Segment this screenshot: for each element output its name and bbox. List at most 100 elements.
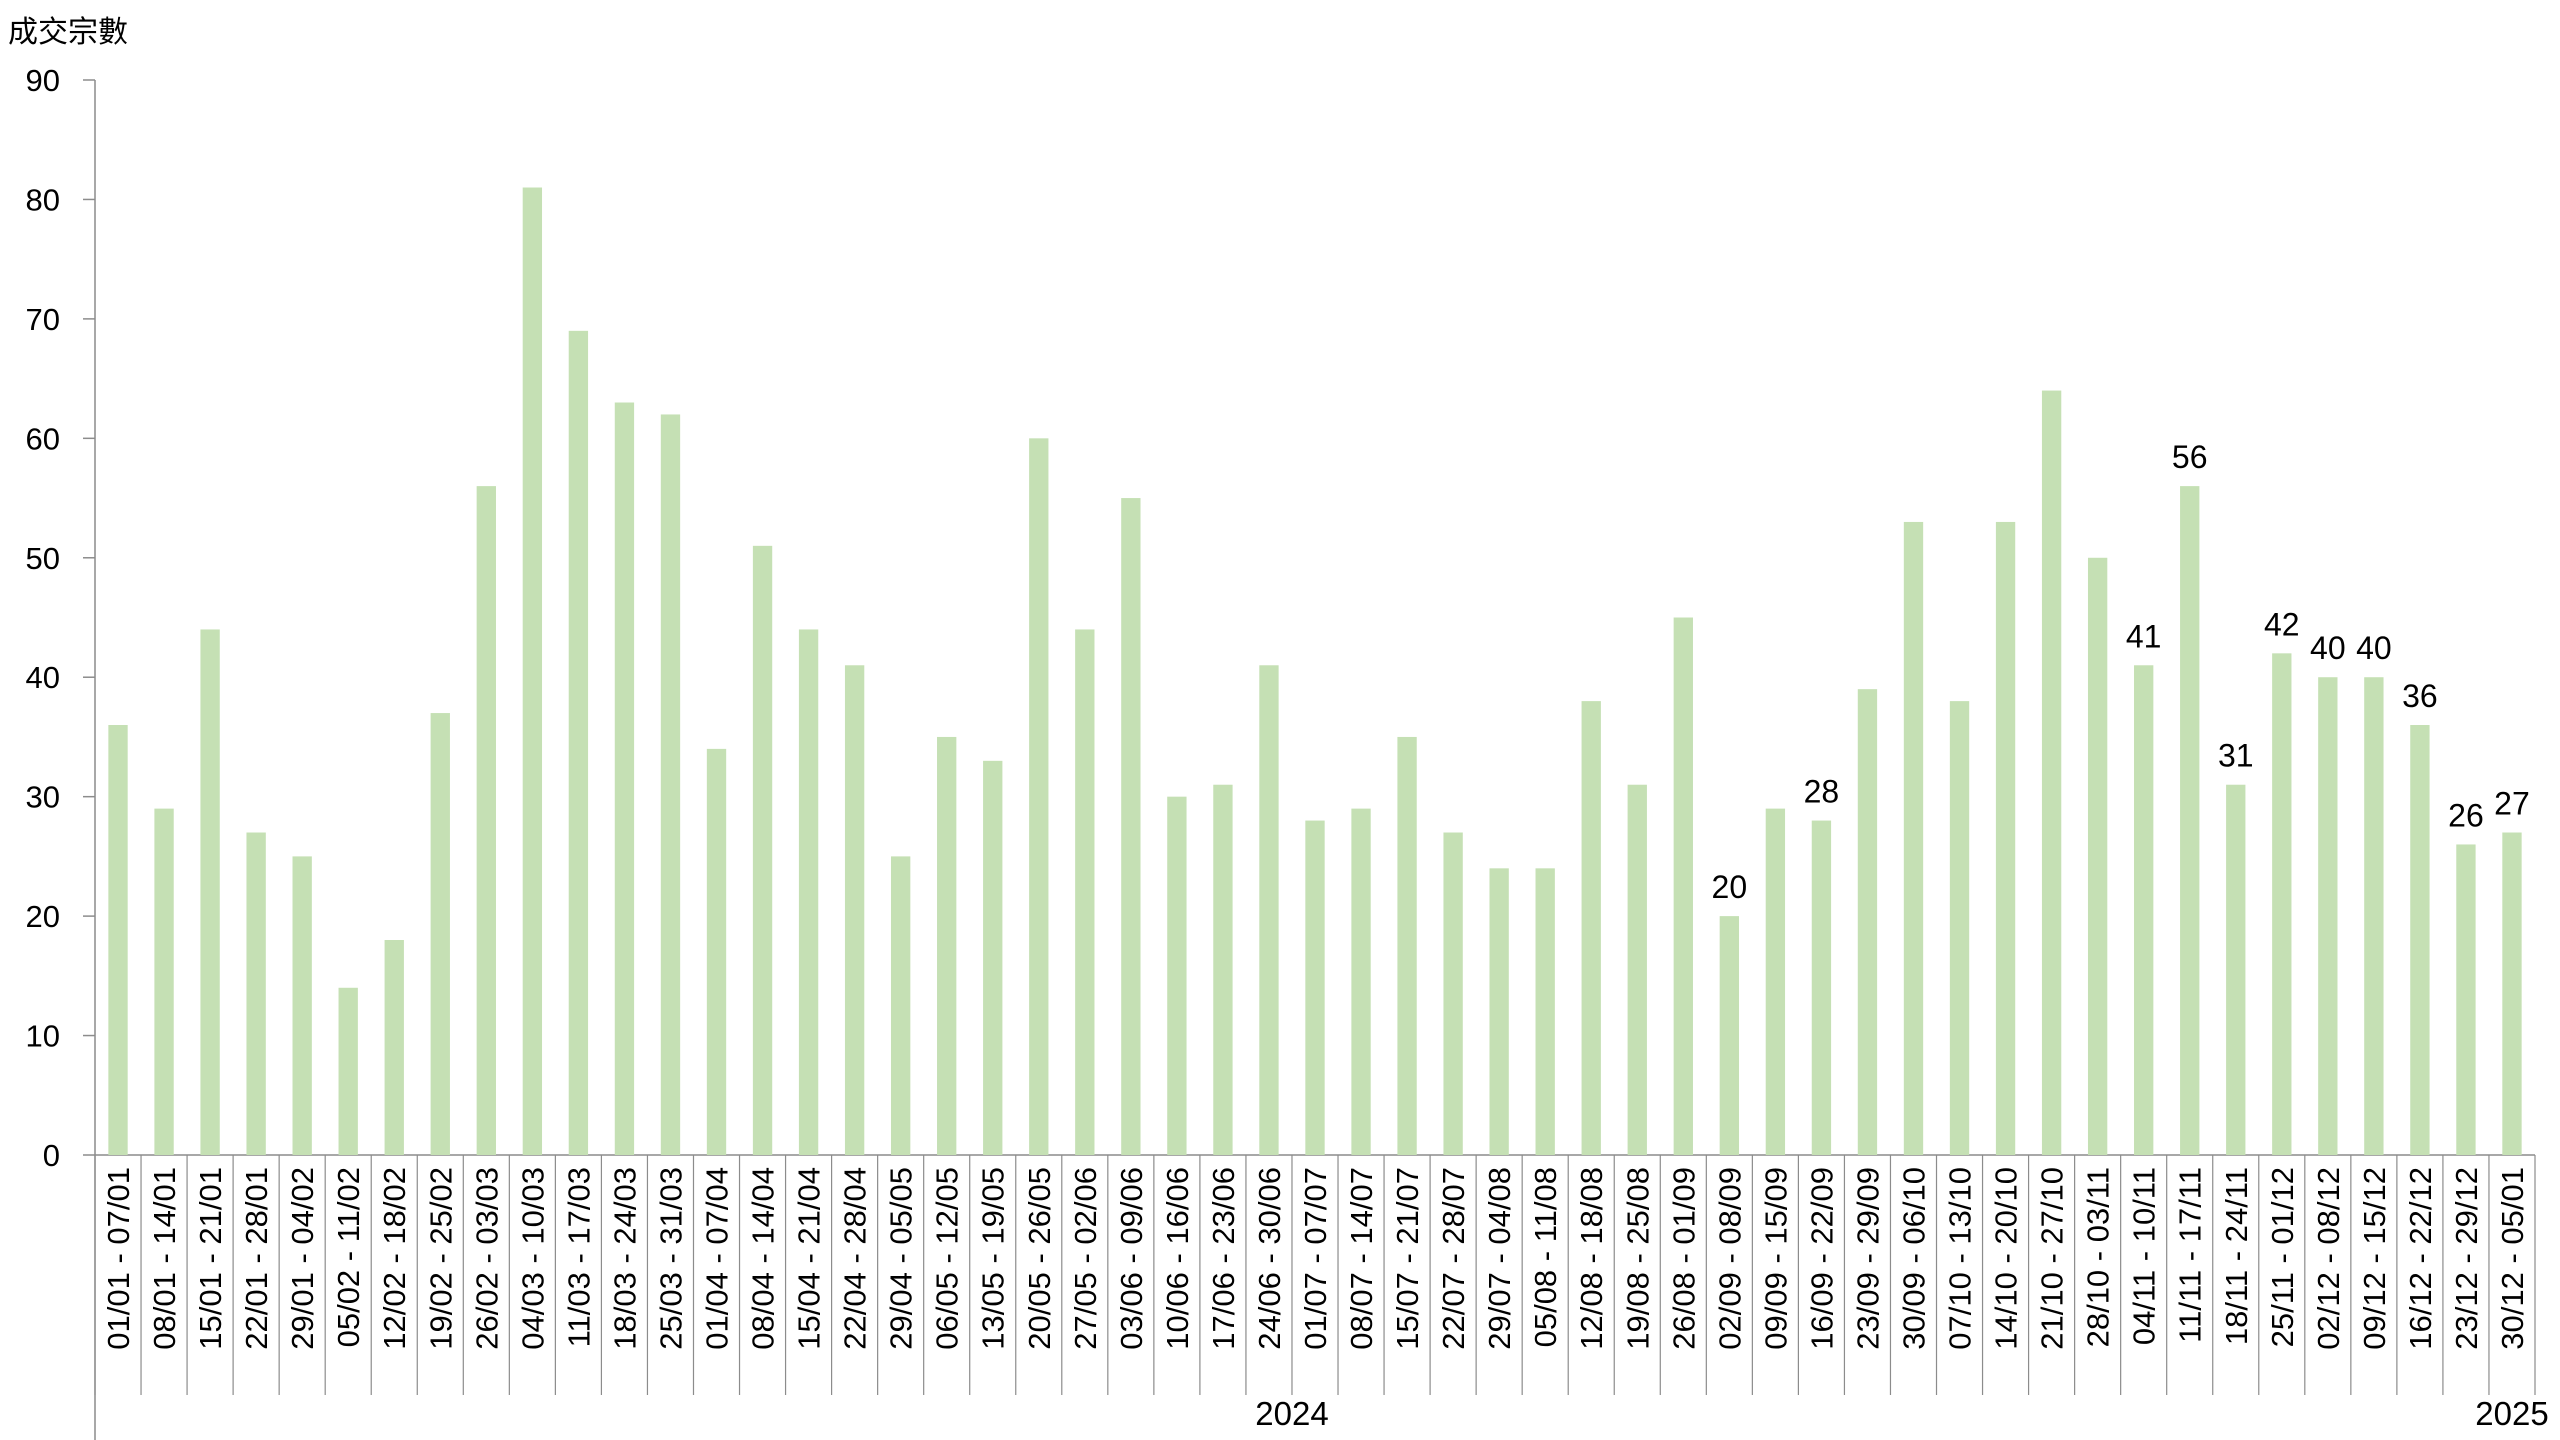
bar (890, 856, 911, 1155)
bar (1443, 832, 1463, 1155)
y-tick-label: 30 (26, 780, 60, 815)
x-tick-label: 11/11 - 17/11 (2173, 1167, 2208, 1343)
x-tick-label: 30/12 - 05/01 (2495, 1167, 2530, 1350)
bar (1029, 438, 1049, 1155)
bar (1581, 701, 1601, 1155)
x-tick-label: 29/07 - 04/08 (1482, 1167, 1517, 1350)
bar (522, 187, 543, 1155)
bar (2087, 557, 2108, 1155)
bar (1535, 868, 1555, 1155)
x-tick-label: 04/03 - 10/03 (515, 1167, 550, 1350)
x-tick-label: 02/09 - 08/09 (1712, 1167, 1747, 1350)
bar (2041, 390, 2062, 1155)
bar (1857, 689, 1878, 1155)
x-tick-label: 16/12 - 22/12 (2403, 1167, 2438, 1350)
bar (1075, 629, 1095, 1155)
bar (1351, 808, 1371, 1155)
bar (1673, 617, 1693, 1155)
bar (1903, 521, 1924, 1155)
x-tick-label: 25/11 - 01/12 (2265, 1167, 2300, 1347)
x-tick-label: 09/09 - 15/09 (1758, 1167, 1793, 1350)
bar (1811, 820, 1832, 1155)
x-tick-label: 26/02 - 03/03 (469, 1167, 504, 1350)
bar (108, 725, 128, 1155)
y-tick-label: 90 (26, 63, 60, 98)
x-tick-label: 25/03 - 31/03 (653, 1167, 688, 1350)
x-tick-label: 15/01 - 21/01 (193, 1167, 228, 1350)
x-tick-label: 19/08 - 25/08 (1620, 1167, 1655, 1350)
x-tick-label: 29/04 - 05/05 (884, 1167, 919, 1350)
x-tick-label: 03/06 - 09/06 (1114, 1167, 1149, 1350)
bar (1397, 736, 1417, 1155)
x-tick-label: 27/05 - 02/06 (1068, 1167, 1103, 1350)
x-group-labels: 2024 2025 (1255, 1395, 2548, 1432)
bar (1121, 498, 1141, 1155)
x-tick-label: 05/02 - 11/02 (331, 1167, 366, 1347)
bar (1259, 665, 1279, 1155)
x-tick-label: 23/12 - 29/12 (2449, 1167, 2484, 1350)
data-label: 40 (2310, 630, 2346, 666)
x-tick-label: 02/12 - 08/12 (2311, 1167, 2346, 1350)
bar (338, 987, 358, 1155)
y-tick-label: 70 (26, 302, 60, 337)
bar (937, 736, 957, 1155)
y-tick-label: 0 (43, 1138, 60, 1173)
x-tick-label: 24/06 - 30/06 (1252, 1167, 1287, 1350)
x-tick-label: 10/06 - 16/06 (1160, 1167, 1195, 1350)
bar (430, 713, 450, 1155)
bar (2318, 677, 2338, 1155)
bar (1489, 868, 1509, 1155)
bar (1627, 784, 1647, 1155)
bar (2456, 844, 2476, 1155)
data-label: 20 (1712, 869, 1748, 905)
x-tick-label: 11/03 - 17/03 (561, 1167, 596, 1347)
bar (2134, 665, 2154, 1155)
x-tick-label: 28/10 - 03/11 (2081, 1167, 2116, 1347)
x-tick-label: 19/02 - 25/02 (423, 1167, 458, 1350)
x-tick-label: 08/07 - 14/07 (1344, 1167, 1379, 1350)
data-label: 42 (2264, 606, 2300, 642)
x-tick-label: 01/01 - 07/01 (101, 1167, 136, 1350)
x-tick-labels: 01/01 - 07/01 08/01 - 14/01 15/01 - 21/01 2… (101, 1167, 2530, 1350)
bar (2272, 653, 2292, 1155)
x-tick-label: 22/04 - 28/04 (838, 1167, 873, 1350)
x-tick-label: 08/01 - 14/01 (147, 1167, 182, 1350)
data-label: 40 (2356, 630, 2392, 666)
data-label: 31 (2218, 738, 2254, 774)
y-tick-label: 50 (26, 541, 60, 576)
bar (1995, 521, 2016, 1155)
y-tick-label: 80 (26, 182, 60, 217)
x-tick-label: 23/09 - 29/09 (1850, 1167, 1885, 1350)
x-tick-label: 30/09 - 06/10 (1896, 1167, 1931, 1350)
x-tick-label: 22/07 - 28/07 (1436, 1167, 1471, 1350)
x-group-label: 2025 (2475, 1395, 2548, 1432)
x-tick-label: 18/03 - 24/03 (607, 1167, 642, 1350)
bar (2364, 677, 2384, 1155)
bar (2180, 486, 2200, 1156)
bar (476, 486, 496, 1156)
x-tick-label: 20/05 - 26/05 (1022, 1167, 1057, 1350)
x-tick-label: 15/07 - 21/07 (1390, 1167, 1425, 1350)
bar (200, 629, 220, 1155)
bar (1167, 796, 1187, 1155)
x-tick-label: 09/12 - 15/12 (2357, 1167, 2392, 1350)
bar (798, 629, 819, 1155)
data-label: 28 (1804, 774, 1840, 810)
x-tick-label: 01/07 - 07/07 (1298, 1167, 1333, 1350)
bar (706, 748, 727, 1155)
bar (1765, 808, 1786, 1155)
bar (983, 760, 1003, 1155)
x-tick-label: 01/04 - 07/04 (700, 1167, 735, 1350)
x-tick-label: 29/01 - 04/02 (285, 1167, 320, 1350)
x-tick-label: 04/11 - 10/11 (2127, 1167, 2162, 1345)
bar (614, 402, 635, 1155)
y-tick-label: 10 (26, 1019, 60, 1054)
x-tick-label: 08/04 - 14/04 (746, 1167, 781, 1350)
x-tick-label: 14/10 - 20/10 (1989, 1167, 2024, 1350)
axes (83, 79, 2536, 1440)
data-label: 36 (2402, 678, 2438, 714)
x-tick-label: 07/10 - 13/10 (1943, 1167, 1978, 1350)
bar (1949, 701, 1970, 1155)
y-tick-label: 60 (26, 421, 60, 456)
